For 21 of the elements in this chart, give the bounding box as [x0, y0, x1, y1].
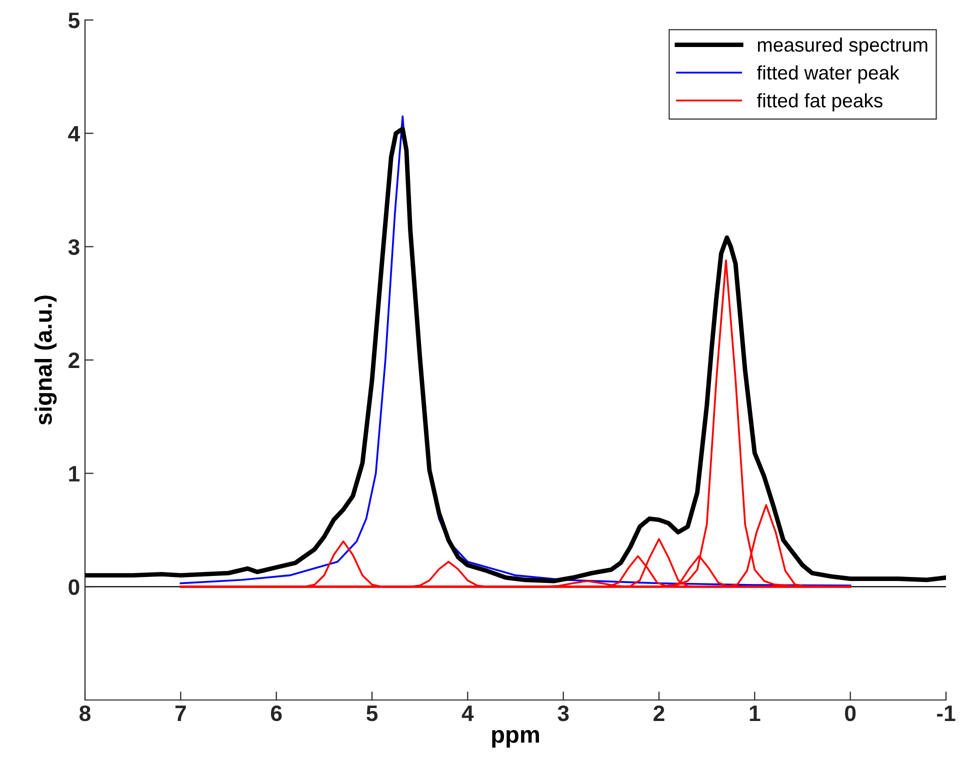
x-tick-label: 8 — [80, 705, 90, 722]
x-tick-label: 7 — [175, 706, 186, 721]
legend-label: fitted water peak — [756, 65, 900, 84]
x-tick-label: 6 — [270, 705, 282, 722]
legend-label: measured spectrum — [758, 38, 928, 56]
y-tick-label: 1 — [69, 466, 80, 482]
y-tick-label: 4 — [68, 126, 80, 142]
x-tick-label: 0 — [845, 705, 856, 722]
y-tick-label: 3 — [68, 239, 80, 255]
x-tick-label: 2 — [654, 705, 664, 721]
y-tick-label: 5 — [68, 12, 80, 28]
y-axis-title: signal (a.u.) — [34, 296, 57, 425]
legend-label: fitted fat peaks — [756, 93, 882, 112]
y-tick-label: 0 — [68, 579, 80, 595]
x-axis-title: ppm — [492, 730, 539, 748]
y-tick-label: 2 — [68, 352, 80, 368]
x-tick-label: -1 — [936, 706, 956, 721]
x-tick-label: 3 — [558, 705, 569, 722]
x-tick-label: 4 — [462, 706, 474, 721]
x-tick-label: 1 — [750, 706, 760, 721]
x-tick-label: 5 — [366, 706, 378, 722]
